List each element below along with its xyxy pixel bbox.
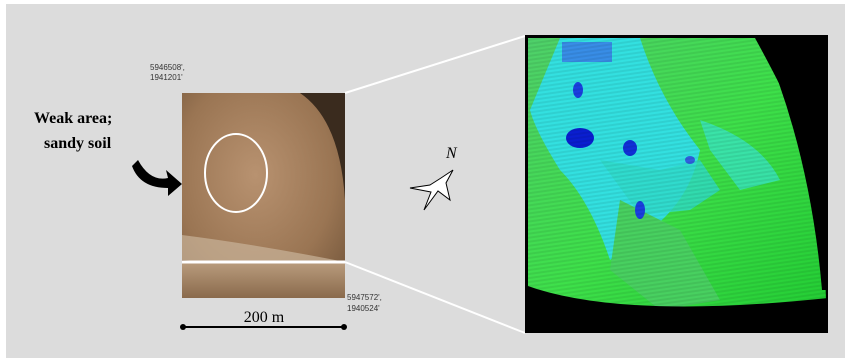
north-label: N (445, 145, 458, 162)
coordinate: 5947572', (347, 293, 382, 302)
aerial-photo (182, 93, 345, 298)
scale-label: 200 m (244, 309, 285, 326)
annotation: Weak area; (34, 110, 112, 127)
coordinate: 1941201' (150, 73, 183, 82)
annotation: sandy soil (44, 135, 112, 152)
coordinate: 5946508', (150, 63, 185, 72)
yield-map (525, 35, 828, 333)
coordinate: 1940524' (347, 304, 380, 313)
figure: N Weak area; sandy soil 5946508', 194120… (0, 0, 851, 364)
